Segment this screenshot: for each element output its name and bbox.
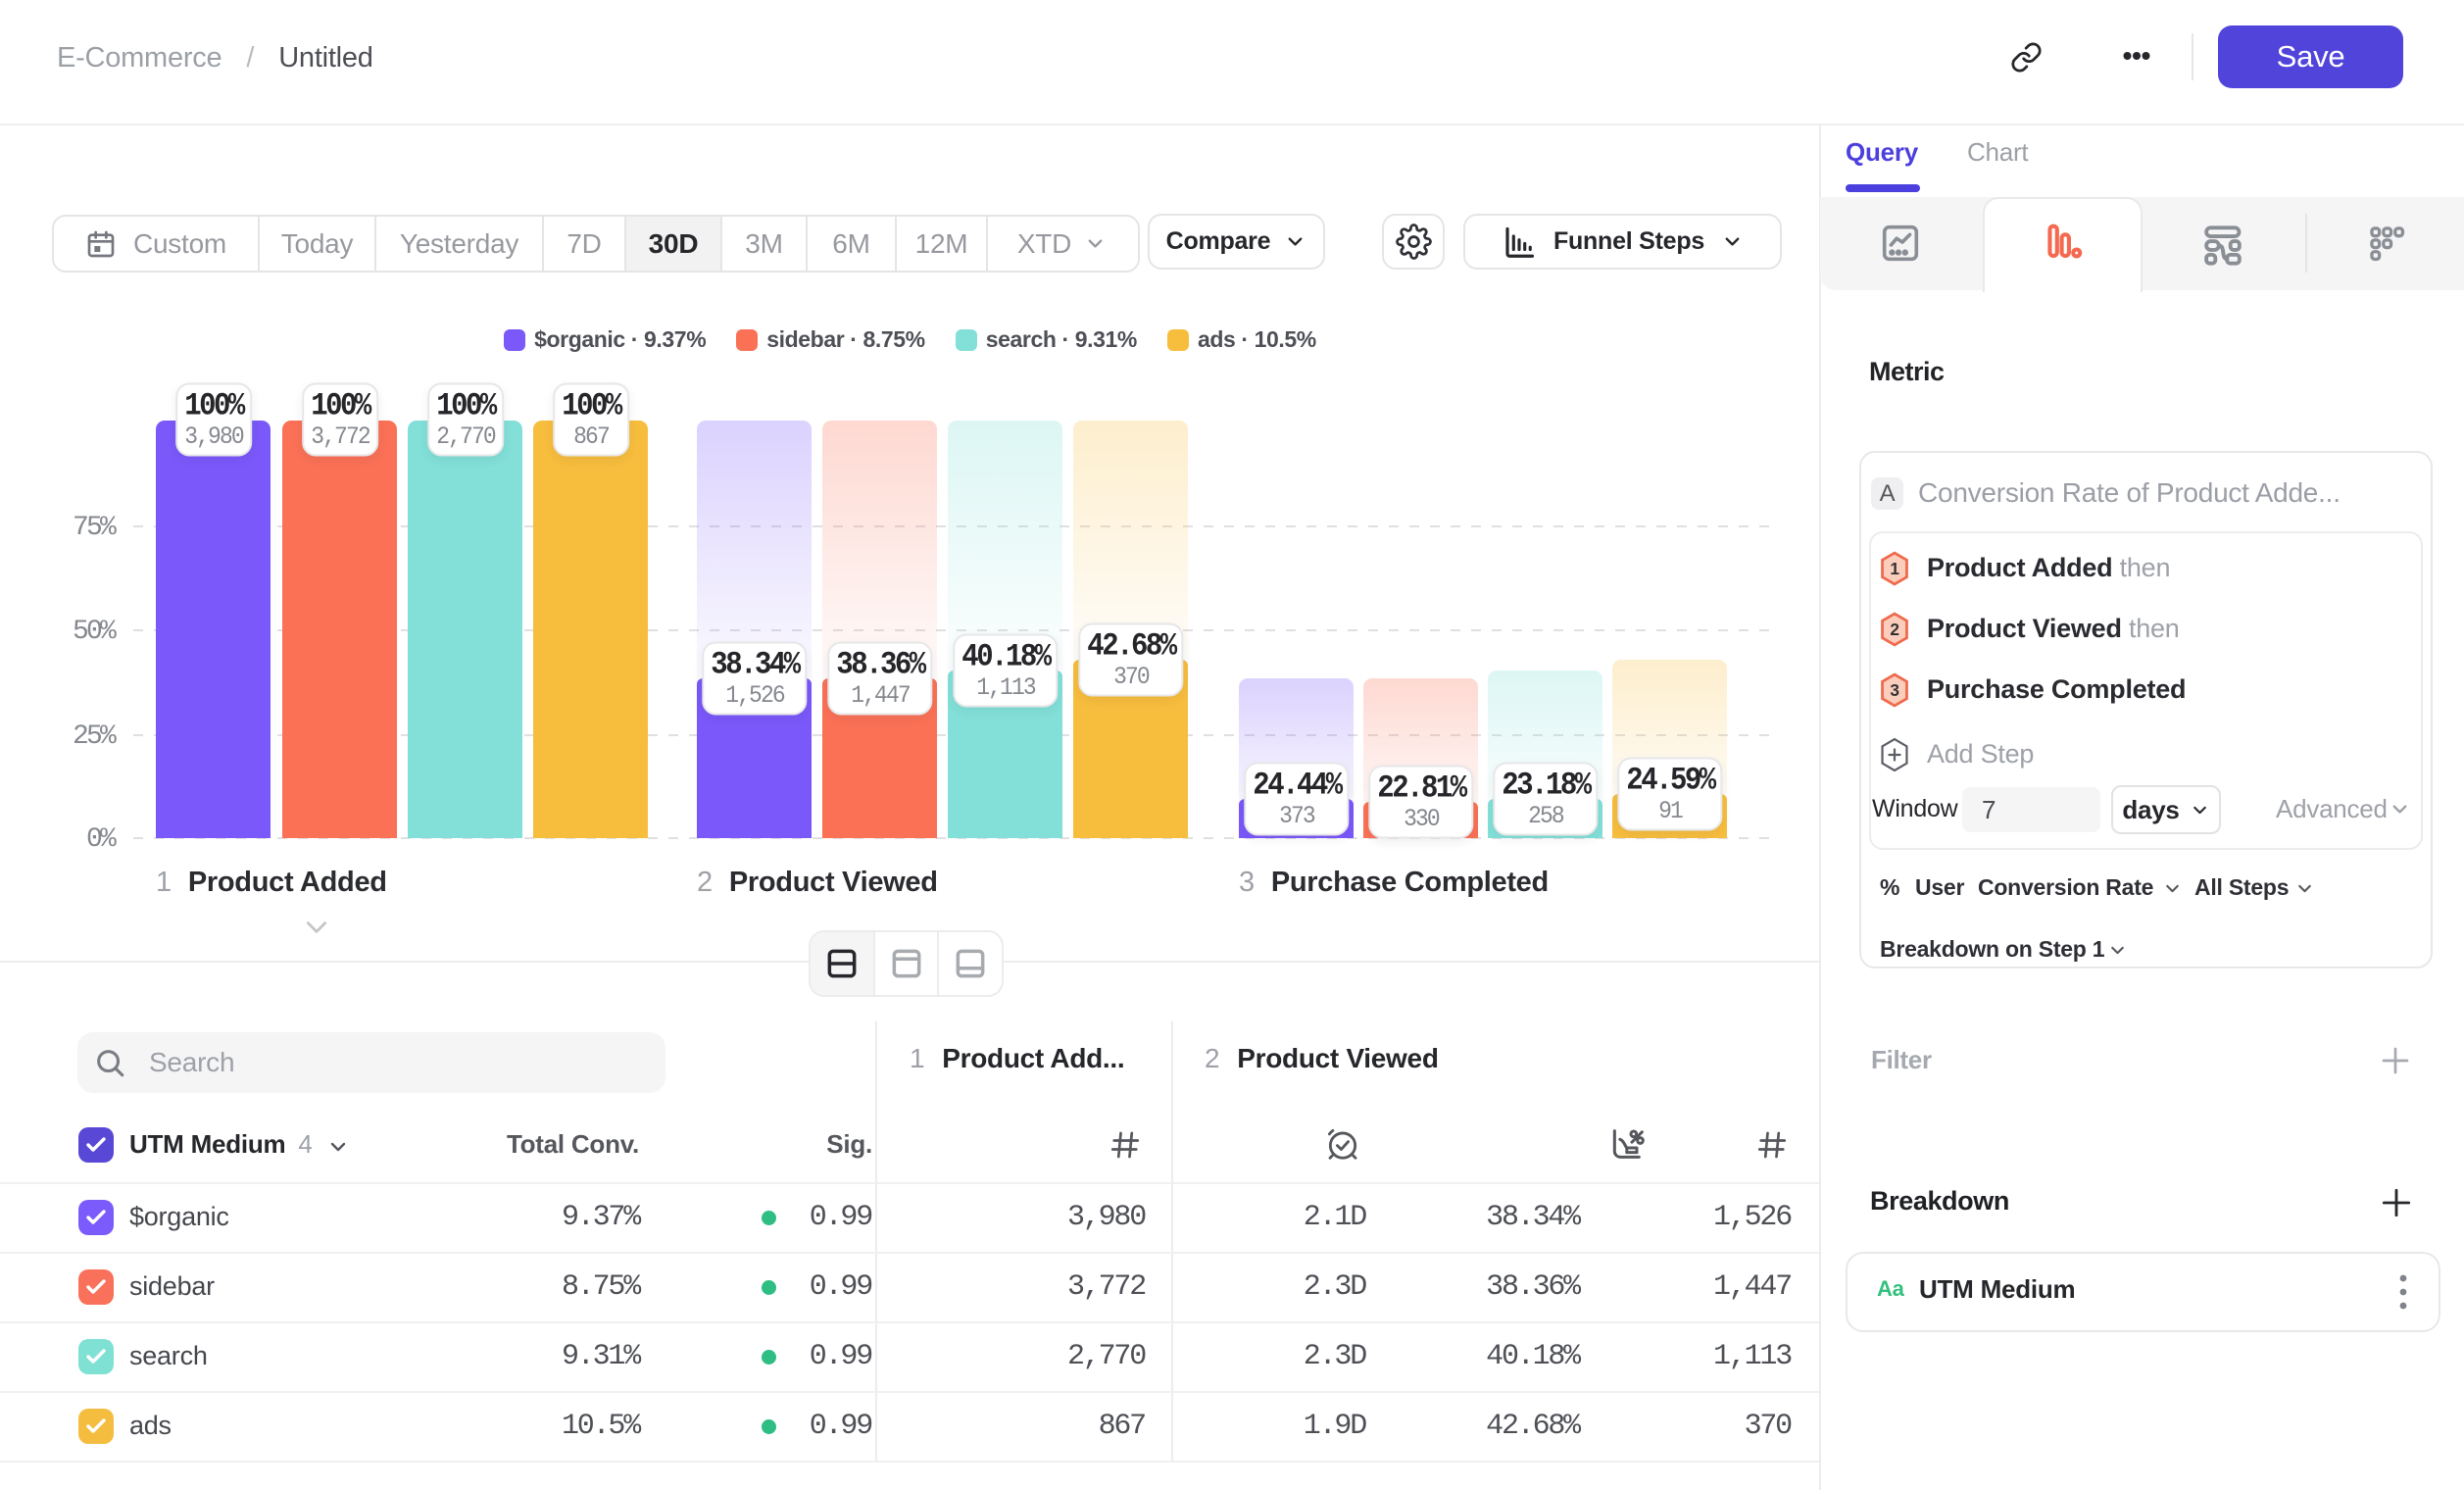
svg-text:1: 1 [1890,559,1899,578]
svg-text:2: 2 [1890,620,1898,639]
svg-text:3: 3 [1890,680,1898,700]
